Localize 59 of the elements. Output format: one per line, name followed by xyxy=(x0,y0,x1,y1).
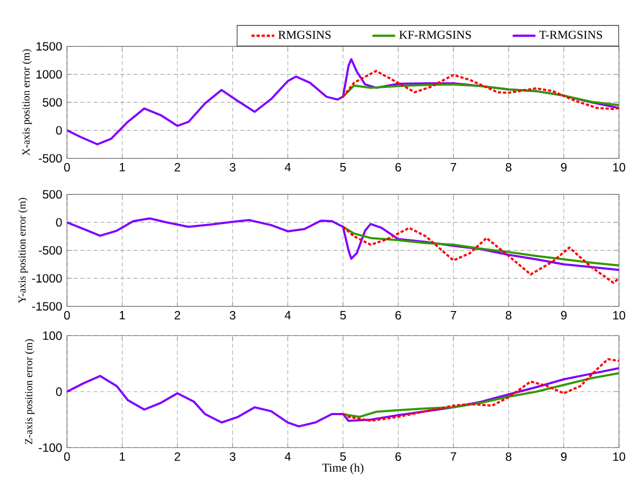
line-series xyxy=(342,83,619,106)
x-tick-label: 2 xyxy=(174,452,180,461)
x-tick-label: 4 xyxy=(284,311,291,320)
x-tick-label: 8 xyxy=(506,452,512,461)
x-tick-label: 6 xyxy=(395,163,402,172)
x-tick-label: 9 xyxy=(561,311,567,320)
x-tick-label: 2 xyxy=(174,311,180,320)
x-tick-label: 1 xyxy=(120,163,125,172)
y-axis-title: Z-axis position error (m) xyxy=(24,339,34,444)
y-tick-label: -1500 xyxy=(32,302,62,311)
y-axis-title: X-axis position error (m) xyxy=(22,49,32,156)
y-tick-label: 500 xyxy=(42,98,62,107)
x-tick-label: 6 xyxy=(395,311,402,320)
x-axis-title: Time (h) xyxy=(322,463,364,474)
x-tick-label: 3 xyxy=(230,452,236,461)
x-tick-label: 9 xyxy=(561,452,567,461)
x-tick-label: 7 xyxy=(450,163,456,172)
x-tick-label: 10 xyxy=(613,311,626,320)
x-tick-label: 5 xyxy=(340,452,346,461)
y-tick-label: 100 xyxy=(43,331,62,340)
y-tick-label: -500 xyxy=(38,154,62,163)
y-axis-title: Y-axis position error (m) xyxy=(18,198,28,304)
x-tick-label: 9 xyxy=(561,163,567,172)
line-series xyxy=(67,217,619,271)
x-tick-label: 10 xyxy=(613,452,626,461)
y-tick-label: 0 xyxy=(56,126,62,135)
legend-label: T-RMGSINS xyxy=(539,30,602,39)
y-tick-label: 0 xyxy=(56,387,62,396)
x-tick-label: 5 xyxy=(340,163,346,172)
x-tick-label: 0 xyxy=(64,163,70,172)
legend-label: RMGSINS xyxy=(278,30,331,39)
x-tick-label: 1 xyxy=(120,452,125,461)
x-tick-label: 4 xyxy=(284,452,291,461)
y-tick-label: 1500 xyxy=(36,42,62,51)
y-tick-label: 1000 xyxy=(36,70,62,79)
y-tick-label: -1000 xyxy=(32,274,62,283)
legend-label: KF-RMGSINS xyxy=(399,30,471,39)
x-tick-label: 6 xyxy=(395,452,402,461)
y-tick-label: 0 xyxy=(56,218,62,227)
x-tick-label: 8 xyxy=(506,163,512,172)
x-tick-label: 2 xyxy=(174,163,180,172)
line-series xyxy=(342,226,619,267)
y-tick-label: -500 xyxy=(38,246,62,255)
line-series xyxy=(342,372,619,418)
y-tick-label: -100 xyxy=(38,443,62,452)
x-tick-label: 4 xyxy=(284,163,291,172)
x-tick-label: 3 xyxy=(230,163,236,172)
x-tick-label: 7 xyxy=(450,452,456,461)
y-tick-label: 500 xyxy=(42,190,62,199)
x-tick-label: 10 xyxy=(613,163,626,172)
x-tick-label: 5 xyxy=(340,311,346,320)
x-tick-label: 8 xyxy=(506,311,512,320)
x-tick-label: 0 xyxy=(64,452,70,461)
x-tick-label: 7 xyxy=(450,311,456,320)
x-tick-label: 0 xyxy=(64,311,70,320)
line-series xyxy=(342,226,619,284)
x-tick-label: 3 xyxy=(230,311,236,320)
x-tick-label: 1 xyxy=(120,311,125,320)
line-series xyxy=(342,70,619,110)
